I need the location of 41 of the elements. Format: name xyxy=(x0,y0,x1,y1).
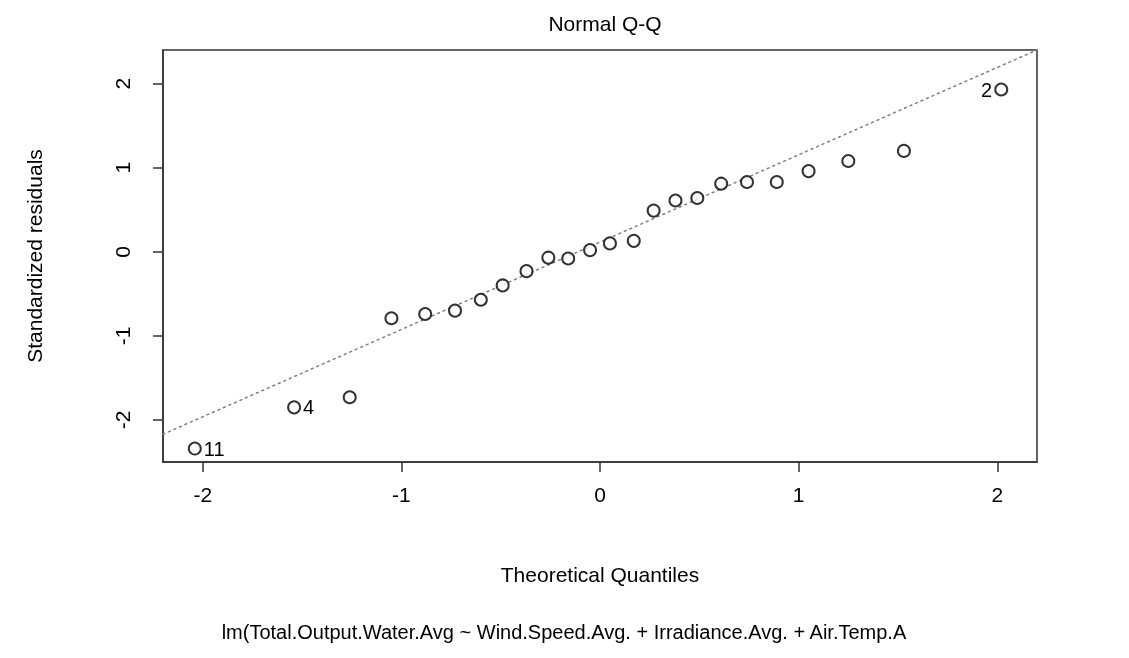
point xyxy=(495,278,510,293)
y-tick-label: 2 xyxy=(111,77,134,90)
point xyxy=(626,233,641,248)
point xyxy=(690,190,705,205)
annotation: 4 xyxy=(303,396,315,419)
point xyxy=(801,164,816,179)
point xyxy=(740,175,754,189)
point xyxy=(418,307,433,322)
annotation: 11 xyxy=(203,437,225,460)
x-tick-label: -1 xyxy=(392,483,411,506)
point xyxy=(384,311,399,326)
y-tick-label: -2 xyxy=(111,410,134,430)
x-tick-label: 0 xyxy=(594,483,606,506)
point xyxy=(994,82,1009,97)
point xyxy=(714,176,729,191)
point xyxy=(473,292,488,307)
point xyxy=(519,264,534,279)
annotation: 2 xyxy=(981,78,993,101)
x-tick-label: 1 xyxy=(792,483,805,506)
point xyxy=(561,251,576,266)
x-axis-title: Theoretical Quantiles xyxy=(500,563,700,586)
point xyxy=(342,390,357,405)
point xyxy=(448,303,462,318)
point xyxy=(646,203,661,218)
y-tick-label: 1 xyxy=(111,161,134,174)
chart-title: Normal Q-Q xyxy=(548,12,662,35)
point xyxy=(287,400,302,415)
y-tick-label: 0 xyxy=(111,245,134,258)
text: lm(Total.Output.Water.Avg ~ Wind.Speed.Avg. + Irradiance.Avg. + Air.Temp.A xyxy=(221,621,907,643)
point xyxy=(769,175,784,189)
point xyxy=(841,153,856,168)
point xyxy=(602,236,617,251)
point xyxy=(187,441,202,456)
x-tick-label: 2 xyxy=(991,483,1004,506)
y-tick-label: -1 xyxy=(111,326,134,346)
point xyxy=(583,243,598,258)
x-tick-label: -2 xyxy=(193,483,213,506)
point xyxy=(896,143,911,158)
y-axis-title: Standardized residuals xyxy=(23,149,46,363)
point xyxy=(668,193,683,208)
point xyxy=(541,250,556,265)
